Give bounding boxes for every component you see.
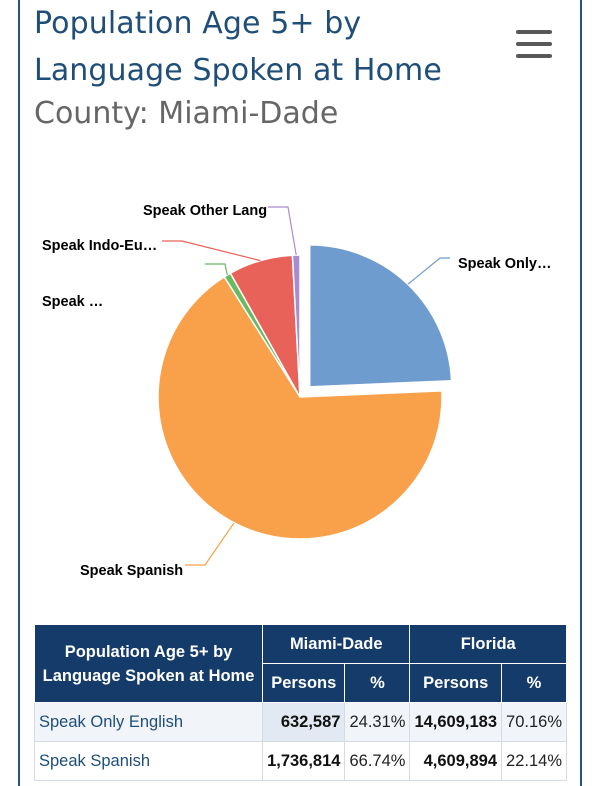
column-header-persons: Persons <box>409 663 503 703</box>
pie-connector <box>268 206 297 256</box>
page-subtitle: County: Miami-Dade <box>34 96 339 131</box>
data-table: Population Age 5+ by Language Spoken at … <box>33 624 567 781</box>
pie-label: Speak Indo-Eu… <box>42 238 157 254</box>
cell-percent: 66.74% <box>344 741 411 781</box>
cell-persons: 1,736,814 <box>262 741 346 781</box>
page-title: Population Age 5+ by Language Spoken at … <box>34 6 442 88</box>
pie-connector <box>185 522 235 566</box>
table-row: Speak Spanish 1,736,814 66.74% 4,609,894… <box>33 741 567 781</box>
cell-persons: 632,587 <box>262 702 346 742</box>
pie-label: Speak Other Lang <box>143 203 267 219</box>
column-header-percent: % <box>501 663 567 703</box>
column-header-percent: % <box>344 663 411 703</box>
table-row-header: Population Age 5+ by Language Spoken at … <box>33 624 264 703</box>
cell-percent: 70.16% <box>501 702 567 742</box>
row-label: Speak Only English <box>33 702 264 742</box>
table-row: Speak Only English 632,587 24.31% 14,609… <box>33 702 567 742</box>
row-label: Speak Spanish <box>33 741 264 781</box>
pie-connector <box>407 257 450 285</box>
pie-label: Speak … <box>42 294 103 310</box>
cell-percent: 22.14% <box>501 741 567 781</box>
pie-slice-speak-spanish[interactable] <box>157 275 443 540</box>
pie-connector <box>162 240 261 262</box>
pie-label: Speak Only… <box>458 256 551 272</box>
pie-connector <box>205 263 228 276</box>
cell-percent: 24.31% <box>344 702 411 742</box>
column-group-miami-dade: Miami-Dade <box>262 624 411 664</box>
cell-persons: 4,609,894 <box>409 741 503 781</box>
column-header-persons: Persons <box>262 663 346 703</box>
pie-label: Speak Spanish <box>80 563 183 579</box>
content-card <box>18 0 582 786</box>
pie-chart: Speak Only… Speak Spanish Speak … Speak Ind… <box>42 203 551 579</box>
cell-persons: 14,609,183 <box>409 702 503 742</box>
column-group-florida: Florida <box>409 624 567 664</box>
hamburger-menu-icon[interactable] <box>516 30 552 64</box>
